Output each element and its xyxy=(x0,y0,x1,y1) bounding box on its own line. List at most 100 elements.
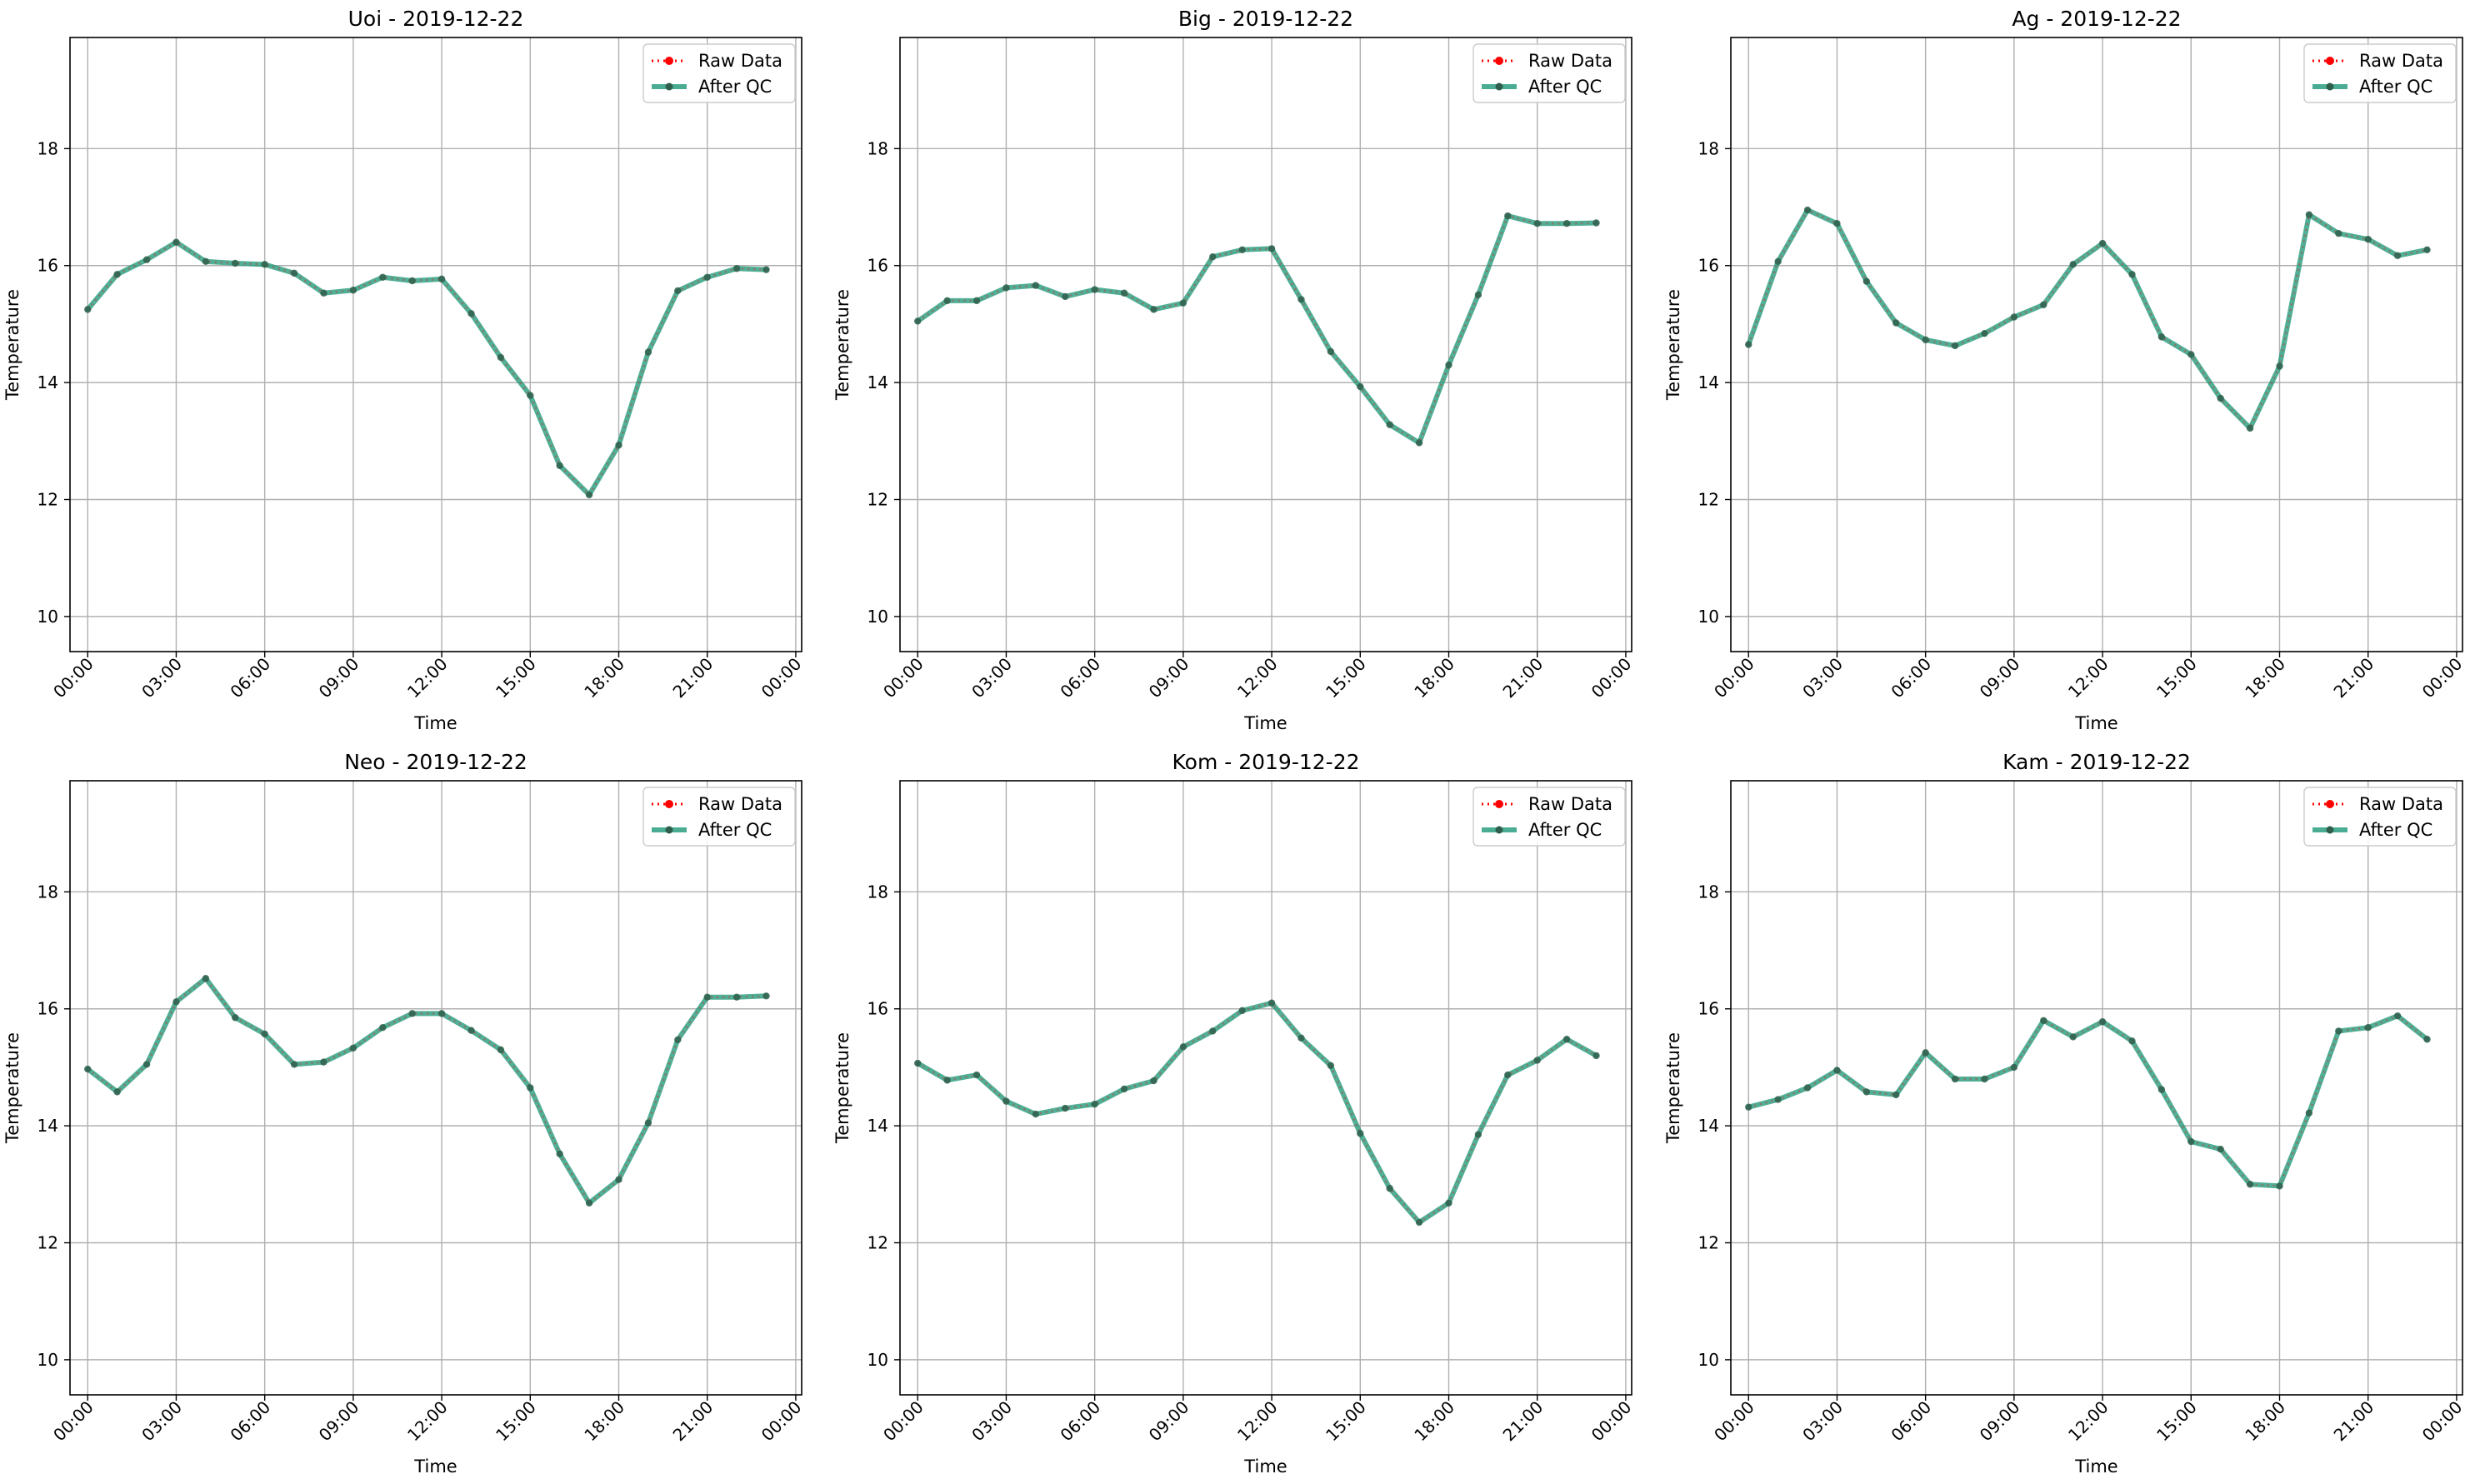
series-line-raw-data xyxy=(1748,1014,2428,1187)
data-point xyxy=(113,271,121,278)
y-axis-label: Temperature xyxy=(832,289,852,401)
legend: Raw Data After QC xyxy=(2303,43,2457,103)
data-point xyxy=(290,269,298,277)
legend-marker-after-qc xyxy=(1495,826,1503,834)
data-point xyxy=(2128,1037,2136,1045)
data-point xyxy=(84,306,92,313)
y-axis-label: Temperature xyxy=(832,1032,852,1144)
y-tick-label: 18 xyxy=(868,882,888,902)
series-line-after-qc xyxy=(915,213,1599,446)
legend-label-raw-data: Raw Data xyxy=(2359,794,2443,814)
chart-title: Big - 2019-12-22 xyxy=(1178,7,1353,31)
data-point xyxy=(1951,342,1959,350)
chart-title: Ag - 2019-12-22 xyxy=(2012,7,2181,31)
y-axis-label: Temperature xyxy=(1663,1032,1683,1144)
y-tick-label: 10 xyxy=(1698,607,1719,627)
data-point xyxy=(1951,1075,1959,1083)
data-point xyxy=(1922,1049,1929,1057)
legend-label-after-qc: After QC xyxy=(698,820,772,840)
grid-lines xyxy=(1731,781,2462,1395)
series-line-after-qc xyxy=(1746,207,2430,431)
data-point xyxy=(1209,1027,1217,1035)
data-point xyxy=(1298,296,1305,303)
data-point xyxy=(762,992,770,1000)
data-point xyxy=(1062,292,1069,301)
data-point xyxy=(142,256,151,263)
data-point xyxy=(1833,220,1841,227)
y-tick-label: 16 xyxy=(1698,256,1719,276)
legend-marker-raw-data xyxy=(2326,57,2334,65)
data-point xyxy=(943,1077,951,1084)
grid-lines xyxy=(900,781,1632,1395)
data-point xyxy=(408,277,416,285)
data-points xyxy=(84,975,770,1207)
data-point xyxy=(1533,220,1541,227)
legend-label-raw-data: Raw Data xyxy=(698,794,782,814)
legend-label-after-qc: After QC xyxy=(1528,820,1602,840)
data-point xyxy=(615,1176,622,1183)
data-point xyxy=(1357,1130,1364,1137)
data-point xyxy=(1562,220,1571,227)
y-tick-label: 12 xyxy=(38,490,58,510)
y-tick-label: 14 xyxy=(1698,1116,1719,1136)
data-point xyxy=(320,289,328,297)
data-point xyxy=(1745,1103,1752,1111)
axes-frame xyxy=(899,780,1632,1396)
y-tick-label: 10 xyxy=(1698,1350,1719,1370)
legend-label-after-qc: After QC xyxy=(2359,820,2432,840)
data-point xyxy=(674,287,682,295)
data-point xyxy=(2246,424,2254,432)
data-point xyxy=(1298,1034,1305,1042)
data-point xyxy=(1862,1088,1871,1096)
y-tick-label: 10 xyxy=(38,1350,58,1370)
data-point xyxy=(1238,1007,1246,1015)
data-point xyxy=(2335,1027,2342,1035)
data-point xyxy=(1327,1062,1335,1070)
data-point xyxy=(1981,329,1988,337)
series-line-raw-data xyxy=(1748,208,2428,431)
data-point xyxy=(2010,1063,2018,1072)
legend: Raw Data After QC xyxy=(642,43,796,103)
legend-marker-after-qc xyxy=(2326,82,2334,91)
legend-marker-raw-data xyxy=(665,57,673,65)
data-point xyxy=(527,1084,534,1092)
data-point xyxy=(172,238,180,246)
data-point xyxy=(113,1088,121,1096)
data-point xyxy=(1327,347,1335,356)
y-axis-label: Temperature xyxy=(1663,289,1683,401)
legend-marker-raw-data xyxy=(1495,57,1503,65)
data-point xyxy=(1386,421,1393,428)
data-point xyxy=(84,1065,92,1073)
y-tick-label: 14 xyxy=(868,1116,888,1136)
x-axis-label: Time xyxy=(1243,1457,1287,1477)
data-point xyxy=(732,993,741,1001)
data-point xyxy=(232,259,239,267)
data-point xyxy=(1474,1131,1482,1138)
series-line-after-qc xyxy=(1746,1013,2430,1189)
x-axis-label: Time xyxy=(413,1457,457,1477)
y-axis-label: Temperature xyxy=(2,289,22,401)
data-point xyxy=(202,975,210,982)
legend-label-after-qc: After QC xyxy=(1528,77,1602,97)
data-point xyxy=(2335,229,2342,237)
data-point xyxy=(379,273,387,281)
data-point xyxy=(1592,1052,1600,1060)
chart-title: Uoi - 2019-12-22 xyxy=(348,7,524,31)
x-axis-label: Time xyxy=(2074,713,2118,733)
data-point xyxy=(2158,333,2166,341)
data-point xyxy=(1892,319,1900,327)
data-point xyxy=(1862,277,1871,285)
data-point xyxy=(2158,1086,2166,1093)
data-point xyxy=(2217,1146,2224,1153)
data-point xyxy=(2246,1181,2254,1188)
data-point xyxy=(703,273,711,281)
data-point xyxy=(172,998,180,1006)
series-line-after-qc xyxy=(85,239,769,497)
data-point xyxy=(1922,336,1929,344)
legend-label-after-qc: After QC xyxy=(698,77,772,97)
data-point xyxy=(1002,1097,1010,1105)
data-point xyxy=(2098,239,2107,247)
legend-marker-after-qc xyxy=(665,826,673,834)
